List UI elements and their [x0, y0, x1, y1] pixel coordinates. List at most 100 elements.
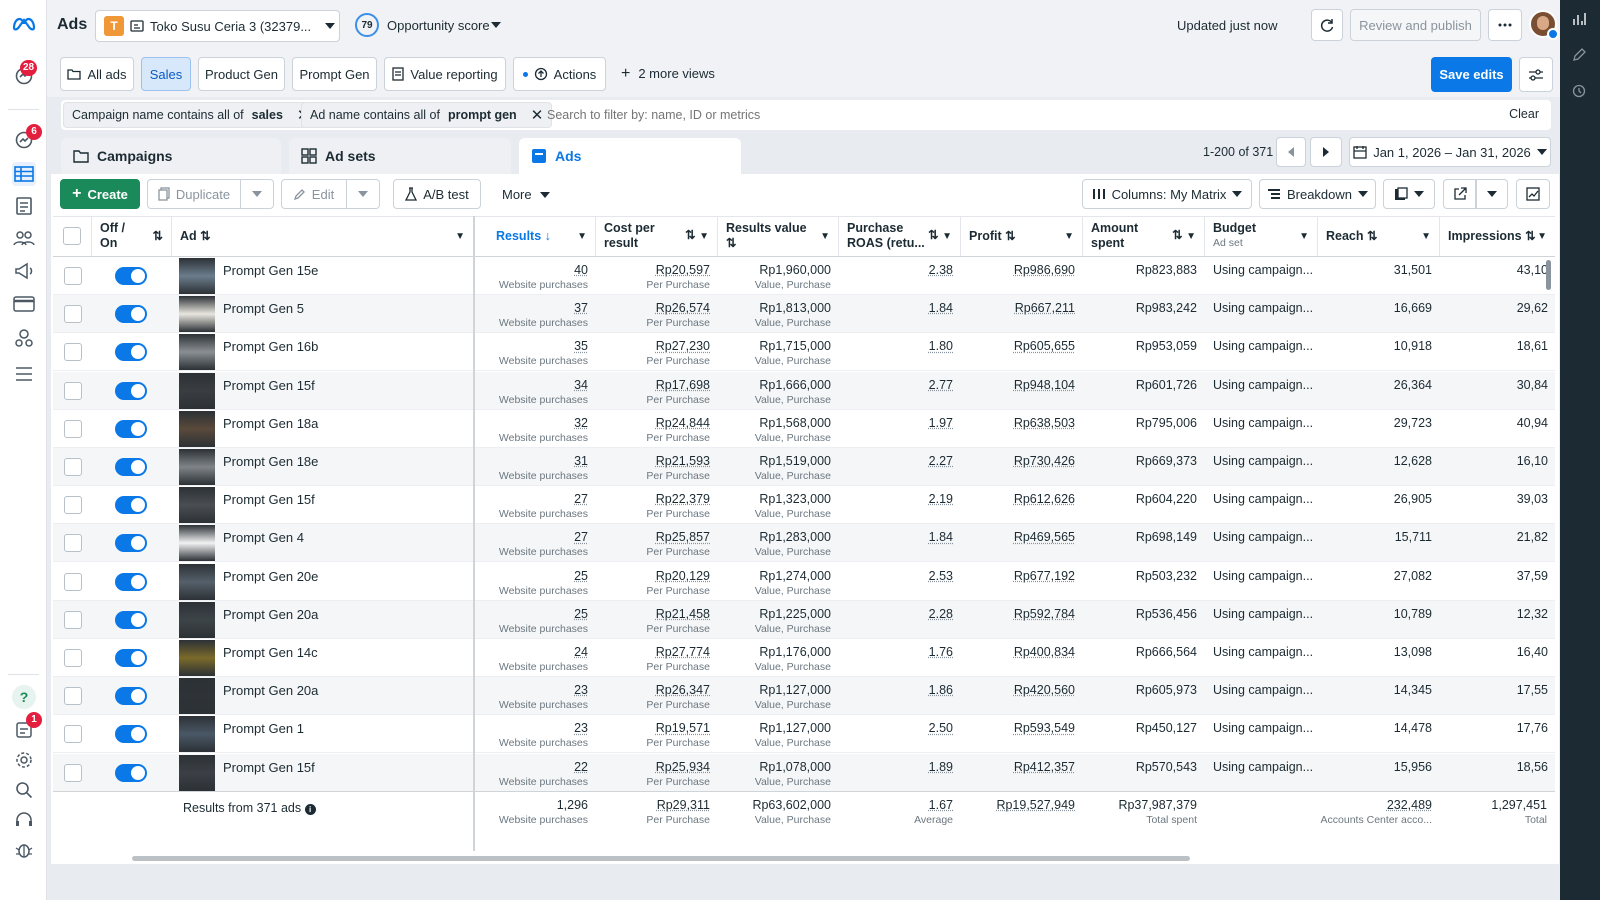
view-prompt-gen[interactable]: Prompt Gen	[292, 57, 377, 91]
tab-ads[interactable]: Ads	[519, 138, 741, 174]
ad-name[interactable]: Prompt Gen 15f	[223, 377, 315, 393]
row-checkbox[interactable]	[64, 610, 82, 629]
ad-status-toggle[interactable]	[115, 496, 147, 515]
prev-page-button[interactable]	[1276, 137, 1306, 167]
ad-thumbnail[interactable]	[179, 296, 215, 333]
view-all-ads[interactable]: All ads	[60, 57, 134, 91]
breakdown-selector[interactable]: Breakdown	[1259, 179, 1376, 209]
reports-dropdown[interactable]	[1383, 179, 1435, 209]
advertise-megaphone-icon[interactable]	[12, 259, 36, 283]
ad-name[interactable]: Prompt Gen 20a	[223, 606, 319, 622]
col-results[interactable]: Results ↓ ▼	[474, 216, 596, 256]
ad-thumbnail[interactable]	[179, 563, 215, 600]
row-checkbox[interactable]	[64, 458, 82, 476]
filter-chip-campaign[interactable]: Campaign name contains all of sales ✕	[63, 102, 319, 128]
date-range-picker[interactable]: Jan 1, 2026 – Jan 31, 2026	[1349, 137, 1551, 167]
table-row[interactable]: Prompt Gen 15f 27 Website purchases Rp22,37…	[53, 486, 1555, 525]
help-icon[interactable]: ?	[12, 685, 36, 709]
col-amount-spent[interactable]: Amount spent ⇅ ▼	[1083, 216, 1205, 256]
columns-selector[interactable]: Columns: My Matrix	[1082, 179, 1252, 209]
ad-name[interactable]: Prompt Gen 1	[223, 721, 304, 737]
ad-name[interactable]: Prompt Gen 5	[223, 301, 304, 317]
ad-thumbnail[interactable]	[179, 449, 215, 485]
ad-status-toggle[interactable]	[115, 458, 147, 476]
table-row[interactable]: Prompt Gen 20a 23 Website purchases Rp26,34…	[53, 677, 1555, 716]
ad-status-toggle[interactable]	[115, 305, 147, 324]
review-publish-button[interactable]: Review and publish	[1350, 9, 1481, 41]
history-clock-icon[interactable]	[1572, 84, 1586, 98]
account-selector[interactable]: T Toko Susu Ceria 3 (32379...	[95, 10, 340, 42]
opportunity-score-label[interactable]: Opportunity score	[387, 18, 490, 33]
ad-thumbnail[interactable]	[179, 525, 215, 562]
row-checkbox[interactable]	[64, 725, 82, 744]
ad-status-toggle[interactable]	[115, 343, 147, 362]
ad-name[interactable]: Prompt Gen 15f	[223, 759, 315, 775]
ad-name[interactable]: Prompt Gen 16b	[223, 339, 319, 355]
charts-button[interactable]	[1516, 179, 1550, 209]
horizontal-scrollbar[interactable]	[132, 856, 1190, 861]
filter-search-input[interactable]	[547, 102, 1447, 128]
more-actions-button[interactable]: More	[502, 187, 550, 202]
opportunity-score-badge[interactable]: 79	[355, 13, 379, 37]
business-settings-icon[interactable]	[12, 326, 36, 350]
table-row[interactable]: Prompt Gen 4 27 Website purchases Rp25,857 P…	[53, 524, 1555, 563]
ad-thumbnail[interactable]	[179, 601, 215, 638]
ad-status-toggle[interactable]	[115, 725, 147, 744]
create-button[interactable]: + Create	[60, 179, 140, 209]
table-row[interactable]: Prompt Gen 16b 35 Website purchases Rp27,23…	[53, 333, 1555, 372]
table-row[interactable]: Prompt Gen 5 37 Website purchases Rp26,574 P…	[53, 295, 1555, 334]
profile-avatar[interactable]	[1529, 10, 1559, 40]
duplicate-button[interactable]: Duplicate	[147, 179, 241, 209]
ad-status-toggle[interactable]	[115, 572, 147, 591]
ad-status-toggle[interactable]	[115, 534, 147, 553]
select-all-checkbox[interactable]	[63, 227, 81, 245]
col-budget[interactable]: Budget Ad set ▼	[1205, 216, 1318, 256]
ad-name[interactable]: Prompt Gen 18e	[223, 454, 319, 469]
ad-status-toggle[interactable]	[115, 267, 147, 285]
ad-name[interactable]: Prompt Gen 14c	[223, 645, 318, 660]
row-checkbox[interactable]	[64, 572, 82, 591]
col-results-value[interactable]: Results value ⇅ ▼	[718, 216, 839, 256]
row-checkbox[interactable]	[64, 534, 82, 553]
ad-name[interactable]: Prompt Gen 20e	[223, 568, 319, 584]
col-impressions[interactable]: Impressions ⇅ ▼	[1448, 228, 1547, 243]
view-actions[interactable]: Actions	[513, 57, 606, 91]
pencil-icon[interactable]	[1572, 48, 1586, 62]
ad-name[interactable]: Prompt Gen 15f	[223, 492, 315, 508]
ad-thumbnail[interactable]	[179, 334, 215, 371]
view-value-reporting[interactable]: Value reporting	[384, 57, 506, 91]
chevron-down-icon[interactable]	[491, 22, 501, 28]
ad-name[interactable]: Prompt Gen 4	[223, 530, 304, 546]
ad-thumbnail[interactable]	[179, 410, 215, 447]
table-row[interactable]: Prompt Gen 20e 25 Website purchases Rp20,12…	[53, 563, 1555, 601]
row-checkbox[interactable]	[64, 381, 82, 400]
ad-thumbnail[interactable]	[179, 258, 215, 294]
row-checkbox[interactable]	[64, 687, 82, 706]
col-off-on[interactable]: Off / On ⇅	[92, 216, 172, 256]
table-row[interactable]: Prompt Gen 1 23 Website purchases Rp19,571 P…	[53, 715, 1555, 754]
view-sales[interactable]: Sales	[141, 57, 191, 91]
ad-status-toggle[interactable]	[115, 381, 147, 400]
row-checkbox[interactable]	[64, 649, 82, 667]
messages-icon[interactable]: 6	[12, 124, 42, 152]
table-row[interactable]: Prompt Gen 15e 40 Website purchases Rp20,59…	[53, 257, 1555, 295]
tab-campaigns[interactable]: Campaigns	[61, 138, 281, 174]
table-row[interactable]: Prompt Gen 18a 32 Website purchases Rp24,84…	[53, 410, 1555, 448]
close-icon[interactable]: ✕	[530, 107, 544, 124]
edit-dropdown[interactable]	[346, 179, 380, 209]
ads-manager-table-icon[interactable]	[12, 162, 36, 186]
meta-logo-icon[interactable]	[12, 12, 36, 36]
table-row[interactable]: Prompt Gen 18e 31 Website purchases Rp21,59…	[53, 448, 1555, 486]
row-checkbox[interactable]	[64, 419, 82, 438]
table-row[interactable]: Prompt Gen 14c 24 Website purchases Rp27,77…	[53, 639, 1555, 677]
duplicate-dropdown[interactable]	[240, 179, 274, 209]
ad-name[interactable]: Prompt Gen 15e	[223, 263, 319, 278]
support-headset-icon[interactable]	[12, 808, 36, 832]
table-row[interactable]: Prompt Gen 15f 34 Website purchases Rp17,69…	[53, 371, 1555, 410]
view-product-gen[interactable]: Product Gen	[198, 57, 285, 91]
search-icon[interactable]	[12, 778, 36, 802]
more-options-button[interactable]	[1488, 9, 1522, 41]
ad-status-toggle[interactable]	[115, 419, 147, 438]
ad-thumbnail[interactable]	[179, 754, 215, 791]
row-checkbox[interactable]	[64, 763, 82, 782]
